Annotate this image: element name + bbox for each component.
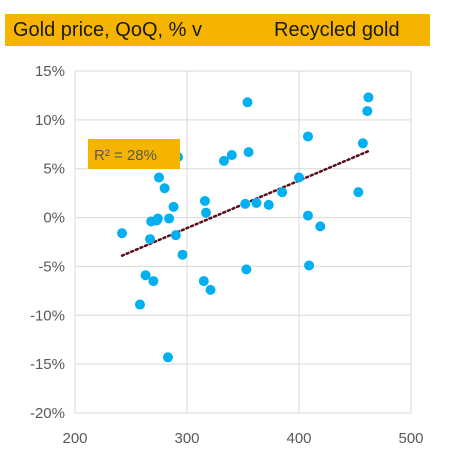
data-point [164, 213, 175, 224]
y-tick-label: -5% [38, 258, 65, 275]
data-point [145, 234, 156, 245]
grid-layer [74, 70, 412, 414]
x-tick-label: 500 [398, 430, 423, 447]
y-tick-label: -20% [30, 405, 65, 422]
data-point [315, 221, 326, 232]
data-point [201, 207, 212, 218]
data-point [263, 199, 274, 210]
data-point [177, 249, 188, 260]
title-right-text: Recycled gold [274, 19, 400, 41]
x-tick-label: 400 [286, 430, 311, 447]
data-point [199, 195, 210, 206]
data-point [134, 299, 145, 310]
data-point [148, 276, 159, 287]
data-point [218, 155, 229, 166]
r2-annotation-box [88, 139, 180, 169]
title-left-text: Gold price, QoQ, % v [13, 19, 202, 41]
data-point [162, 352, 173, 363]
data-point [170, 230, 181, 241]
data-point [363, 92, 374, 103]
data-point [242, 97, 253, 108]
data-point [159, 183, 170, 194]
data-point [302, 131, 313, 142]
data-point [152, 213, 163, 224]
y-tick-label: 10% [35, 112, 65, 129]
data-point [243, 147, 254, 158]
data-point [302, 210, 313, 221]
data-point [140, 270, 151, 281]
data-point [294, 172, 304, 183]
data-point [168, 201, 179, 212]
data-point [154, 172, 164, 183]
y-tick-label: 5% [43, 161, 65, 178]
data-point [362, 106, 373, 117]
data-point [353, 187, 364, 198]
title-right-band: Recycled gold [268, 14, 430, 46]
data-point [240, 198, 251, 209]
point-layer [117, 92, 374, 363]
data-point [251, 197, 262, 208]
data-point [357, 138, 368, 149]
data-point [117, 228, 128, 239]
y-tick-label: 0% [43, 210, 65, 227]
data-point [198, 276, 209, 287]
data-point [205, 284, 216, 295]
r2-annotation: R² = 28% [94, 147, 157, 164]
data-point [277, 187, 288, 198]
annotation-layer: R² = 28% [88, 139, 180, 169]
tick-layer: 15% 10% 5% 0% -5% -10% -15% -20% 200 300 400 500 [30, 63, 424, 447]
y-tick-label: -15% [30, 356, 65, 373]
data-point [241, 264, 252, 275]
x-tick-label: 300 [174, 430, 199, 447]
data-point [226, 150, 237, 161]
y-tick-label: 15% [35, 63, 65, 80]
y-tick-label: -10% [30, 307, 65, 324]
data-point [304, 260, 315, 271]
x-tick-label: 200 [62, 430, 87, 447]
title-left-band: Gold price, QoQ, % v [5, 14, 268, 46]
